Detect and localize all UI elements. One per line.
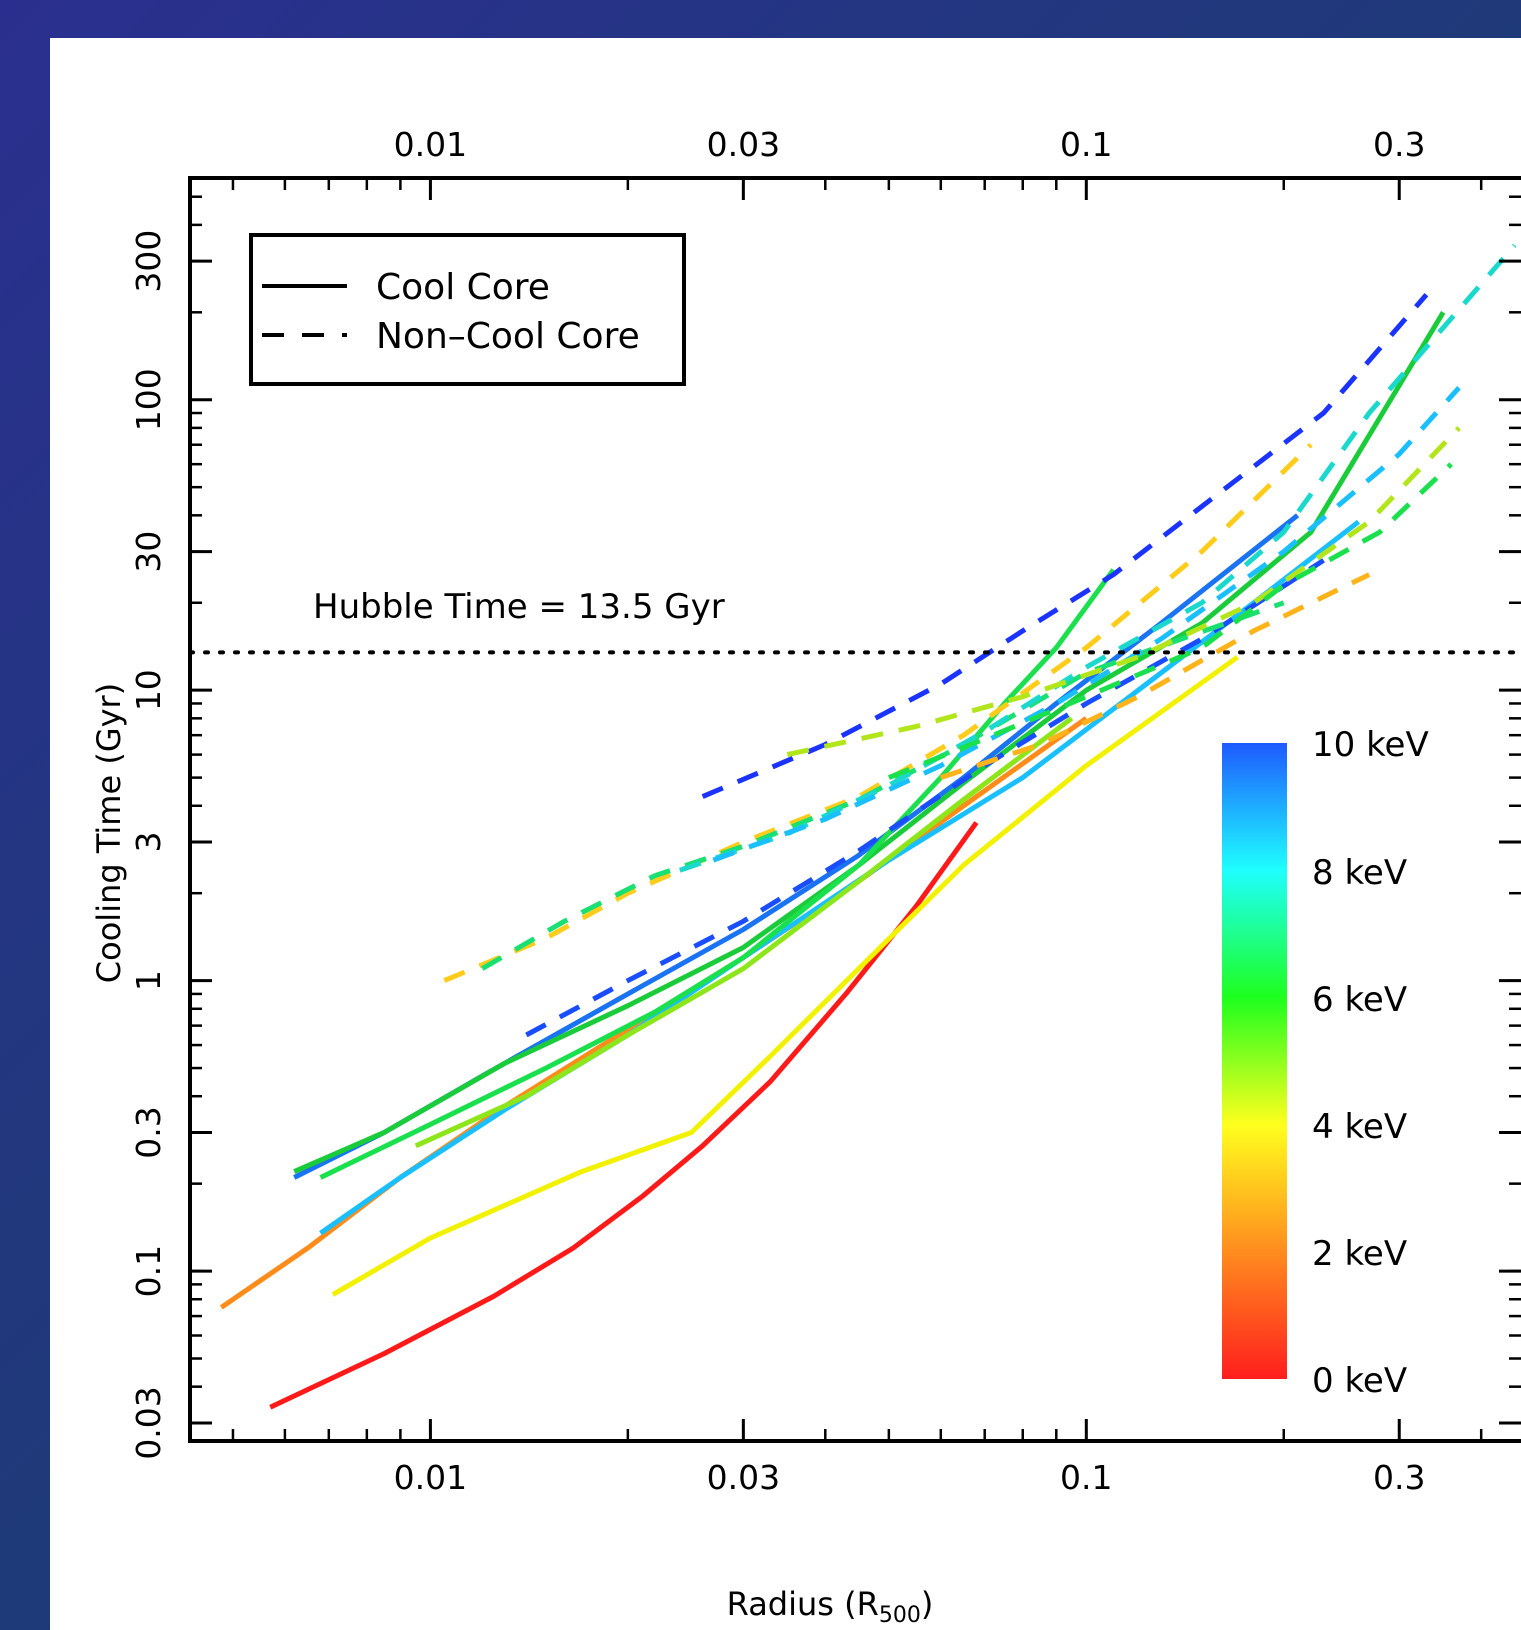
y-tick-label: 0.1	[129, 1245, 168, 1297]
x-axis-title-main: Radius (R	[727, 1585, 879, 1623]
x-axis-title-subscript: 500	[879, 1603, 921, 1628]
series-dashed-12	[481, 600, 1285, 971]
colorbar-label-4kev: 4 keV	[1312, 1107, 1407, 1147]
x-tick-label-bottom: 0.03	[707, 1458, 780, 1497]
y-axis-title: Cooling Time (Gyr)	[90, 683, 128, 983]
series-solid-8	[414, 716, 1074, 1149]
plot-frame	[188, 176, 1521, 1443]
y-tick-label: 30	[129, 531, 168, 573]
colorbar-label-6kev: 6 keV	[1312, 980, 1407, 1020]
x-axis-title: Radius (R500)	[727, 1585, 934, 1628]
legend-label-cool-core: Cool Core	[376, 267, 550, 308]
legend-box	[249, 233, 686, 386]
series-dashed-16	[887, 462, 1453, 780]
series-dashed-10	[701, 293, 1429, 799]
y-tick-label: 0.3	[129, 1106, 168, 1158]
legend: Cool Core Non–Cool Core	[249, 233, 686, 386]
series-solid-4	[319, 519, 1361, 1236]
colorbar: 10 keV 8 keV 6 keV 4 keV 2 keV 0 keV	[1222, 725, 1429, 1401]
x-tick-label-bottom: 0.01	[394, 1458, 467, 1497]
series-dashed-13	[679, 243, 1517, 873]
colorbar-label-2kev: 2 keV	[1312, 1234, 1407, 1274]
y-tick-label: 300	[129, 230, 168, 293]
y-tick-label: 100	[129, 368, 168, 431]
y-tick-label: 1	[129, 970, 168, 991]
colorbar-gradient	[1222, 743, 1287, 1379]
series-dashed-15	[786, 426, 1461, 758]
series-dashed-14	[712, 386, 1461, 863]
legend-label-non-cool-core: Non–Cool Core	[376, 316, 640, 357]
chart-panel: 0.01 0.01 0.03 0.03 0.1 0.1 0.3 0.3 0.03 0.1 0.3 1 3…	[50, 38, 1521, 1630]
colorbar-label-8kev: 8 keV	[1312, 853, 1407, 893]
series-solid-1	[269, 821, 979, 1410]
y-tick-label: 3	[129, 832, 168, 853]
x-tick-label-top: 0.01	[394, 125, 467, 164]
series-dashed-9	[525, 558, 1325, 1038]
colorbar-label-0kev: 0 keV	[1312, 1361, 1407, 1401]
y-tick-label: 10	[129, 669, 168, 711]
hubble-time-annotation: Hubble Time = 13.5 Gyr	[313, 587, 725, 627]
series-solid-3	[219, 716, 1088, 1310]
series-dashed-17	[940, 572, 1371, 780]
colorbar-label-10kev: 10 keV	[1312, 725, 1429, 765]
x-axis-title-close: )	[921, 1585, 933, 1623]
x-tick-label-top: 0.1	[1060, 125, 1112, 164]
x-tick-label-bottom: 0.1	[1060, 1458, 1112, 1497]
cooling-time-chart: 0.01 0.01 0.03 0.03 0.1 0.1 0.3 0.3 0.03 0.1 0.3 1 3…	[90, 125, 1521, 1628]
x-tick-label-bottom: 0.3	[1373, 1458, 1425, 1497]
series-solid-2	[331, 655, 1239, 1297]
series-solid-7	[319, 568, 1116, 1180]
y-tick-label: 0.03	[129, 1386, 168, 1459]
x-tick-label-top: 0.03	[707, 125, 780, 164]
x-tick-label-top: 0.3	[1373, 125, 1425, 164]
